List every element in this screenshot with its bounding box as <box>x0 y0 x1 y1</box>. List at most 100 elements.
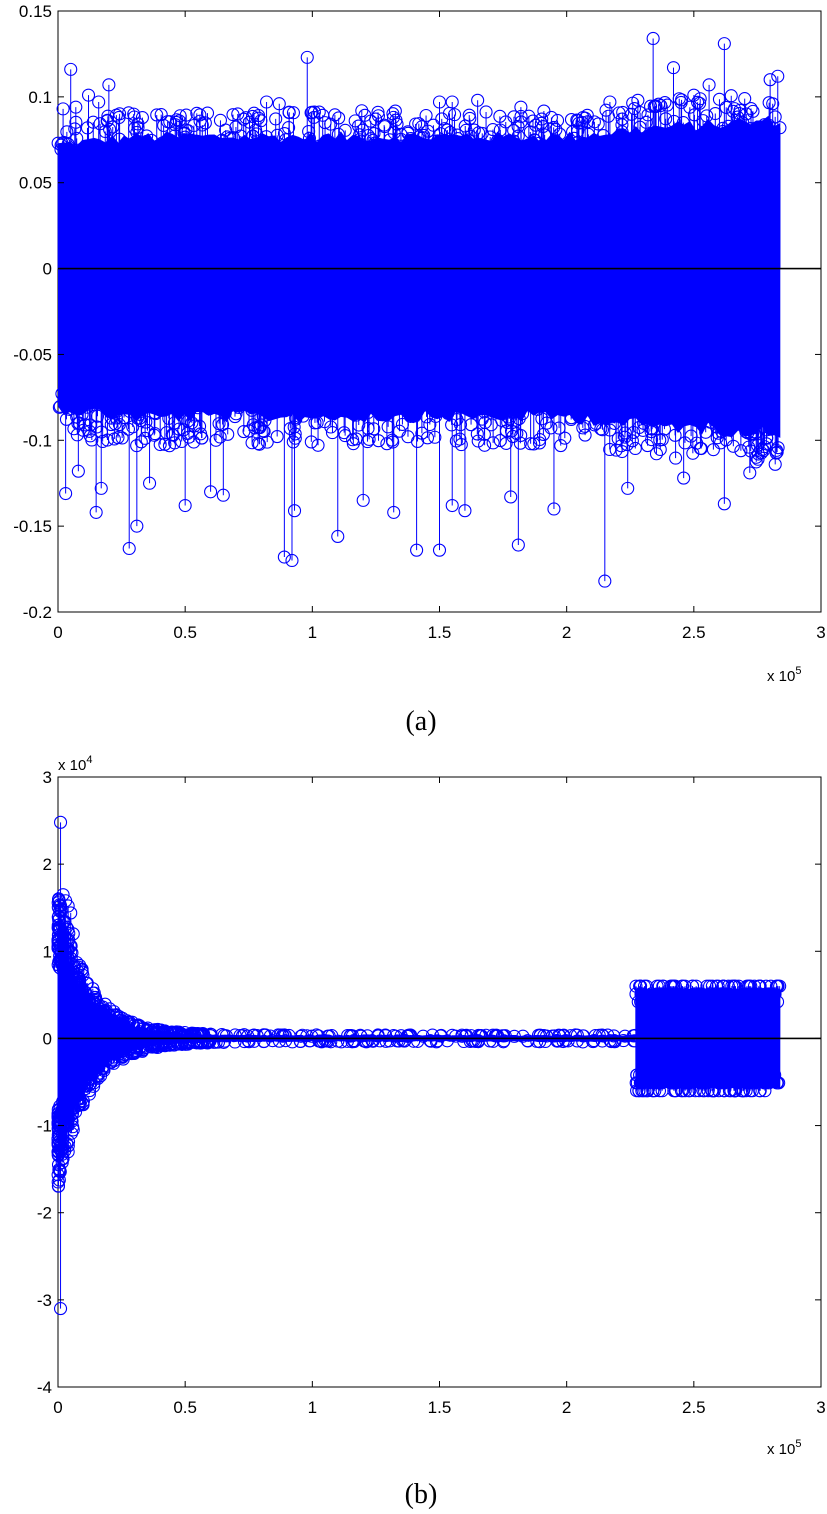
stem-point <box>394 132 408 269</box>
stem-point <box>127 121 142 269</box>
stem-point <box>594 268 608 436</box>
stem-outlier <box>59 268 73 501</box>
stem-point <box>769 268 783 460</box>
stem-outlier <box>738 92 752 269</box>
stem-point <box>549 123 563 269</box>
stem-point <box>297 268 311 417</box>
stem-point <box>360 268 374 410</box>
stem-outlier <box>130 268 144 533</box>
stem-point <box>616 139 630 269</box>
stem-outlier <box>102 78 116 269</box>
stem-point <box>576 268 590 435</box>
stem-outlier <box>410 268 424 557</box>
stem-point <box>486 268 500 450</box>
stem-point <box>178 130 192 269</box>
stem-point <box>64 1038 78 1094</box>
stem-point <box>304 268 318 409</box>
stem-point <box>554 268 568 453</box>
stem-point <box>470 268 484 441</box>
stem-outlier <box>621 268 635 495</box>
chart-panel-a: 0 0.5 1 1.5 2 2.5 3 -0.2 -0.15 -0.1 -0.05 0 0.05 0.1 0… <box>13 2 825 685</box>
stem-point <box>104 1038 118 1069</box>
y-tick-label: 2 <box>43 855 52 874</box>
stem-point <box>252 268 267 451</box>
stem-point <box>166 268 180 442</box>
stem-point <box>90 1008 104 1039</box>
stem-point <box>771 268 785 455</box>
stem-point <box>757 268 772 454</box>
y-tick-label: -4 <box>37 1378 52 1397</box>
x-tick-label: 1 <box>308 623 317 642</box>
stem-point <box>127 136 141 269</box>
stem-point <box>665 268 679 420</box>
stem-point <box>315 145 329 269</box>
stem-outlier <box>631 93 645 269</box>
stem-point <box>535 143 549 269</box>
y-tick-label: -2 <box>37 1204 52 1223</box>
stem-point <box>215 133 229 269</box>
x-tick-label: 1.5 <box>428 1398 452 1417</box>
stem-point <box>193 114 207 269</box>
stem-point <box>55 1038 69 1161</box>
stem-point <box>685 130 700 269</box>
x-tick-label: 3 <box>816 1398 825 1417</box>
stem-outlier <box>547 268 561 516</box>
stem-point <box>607 268 622 430</box>
stem-point <box>669 268 683 465</box>
stem-point <box>773 121 787 269</box>
x-tick-label: 3 <box>816 623 825 642</box>
stem-point <box>758 128 772 269</box>
stem-point <box>657 268 672 436</box>
stem-point <box>691 95 705 269</box>
stem-outlier <box>702 78 716 269</box>
stem-point <box>724 89 738 269</box>
stem-point <box>421 124 435 269</box>
stem-point <box>659 112 673 269</box>
x-tick-label: 0 <box>53 1398 62 1417</box>
stem-outlier <box>318 116 332 269</box>
stem-point <box>572 268 586 423</box>
stem-point <box>389 113 403 269</box>
stem-point <box>460 134 474 269</box>
x-tick-label: 1.5 <box>428 623 452 642</box>
y-tick-label: 0.15 <box>19 2 52 21</box>
stem-point <box>453 268 468 432</box>
stem-outlier <box>511 268 525 552</box>
stem-point <box>55 137 69 269</box>
stem-point <box>445 268 459 432</box>
x-tick-label: 2 <box>562 623 571 642</box>
stem-outlier <box>173 109 187 269</box>
x-tick-label: 2.5 <box>682 623 706 642</box>
stem-point <box>483 130 497 269</box>
stem-point <box>658 268 672 427</box>
stem-point <box>382 268 396 411</box>
stem-point <box>161 115 175 269</box>
y-tick-label: -1 <box>37 1117 52 1136</box>
stem-point <box>575 115 589 269</box>
stem-outlier <box>122 268 136 556</box>
stem-point <box>766 97 780 269</box>
stem-point <box>636 268 650 437</box>
stem-point <box>468 268 482 411</box>
stem-point <box>304 268 318 449</box>
stem-point <box>80 976 94 1039</box>
stem-point <box>51 136 65 269</box>
stem-point <box>639 115 653 269</box>
stem-point <box>503 137 517 269</box>
stem-point <box>270 128 284 269</box>
stem-point <box>615 118 629 269</box>
stem-point <box>493 268 507 448</box>
stem-outlier <box>445 95 459 269</box>
stem-point <box>760 268 774 445</box>
stem-point <box>726 104 740 269</box>
y-tick-label: 3 <box>43 768 52 787</box>
stem-outlier <box>458 268 472 518</box>
stem-outlier <box>331 268 345 543</box>
series-a-stems <box>51 31 821 588</box>
stem-point <box>679 268 693 419</box>
stem-point <box>395 268 409 408</box>
stem-point <box>302 131 317 269</box>
stem-point <box>527 268 541 451</box>
stem-point <box>218 268 232 420</box>
